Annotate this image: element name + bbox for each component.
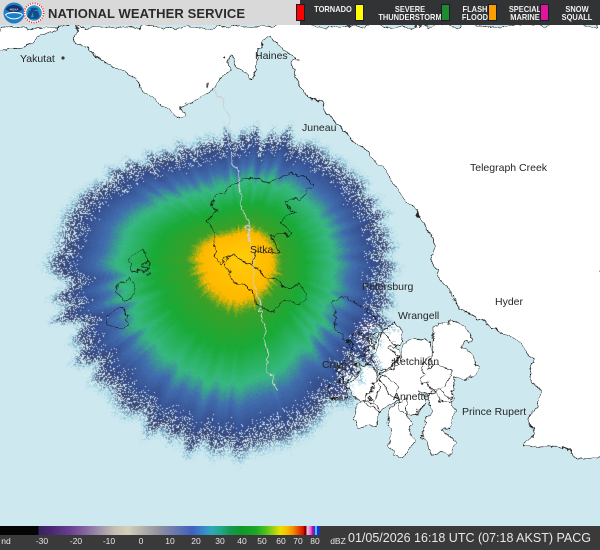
- svg-text:Juneau: Juneau: [302, 122, 337, 134]
- svg-text:Annette: Annette: [393, 391, 429, 403]
- svg-text:Sitka: Sitka: [250, 244, 274, 256]
- svg-text:Ketchikan: Ketchikan: [393, 356, 439, 368]
- svg-text:Wrangell: Wrangell: [398, 310, 439, 322]
- svg-text:Telegraph Creek: Telegraph Creek: [470, 162, 548, 174]
- svg-text:Yakutat: Yakutat: [20, 53, 55, 65]
- svg-text:Hyder: Hyder: [495, 296, 524, 308]
- svg-text:NOAA: NOAA: [10, 7, 20, 11]
- svg-text:Petersburg: Petersburg: [362, 281, 414, 293]
- svg-text:Craig: Craig: [322, 359, 347, 371]
- svg-text:Haines: Haines: [255, 50, 288, 62]
- svg-text:Prince Rupert: Prince Rupert: [462, 406, 526, 418]
